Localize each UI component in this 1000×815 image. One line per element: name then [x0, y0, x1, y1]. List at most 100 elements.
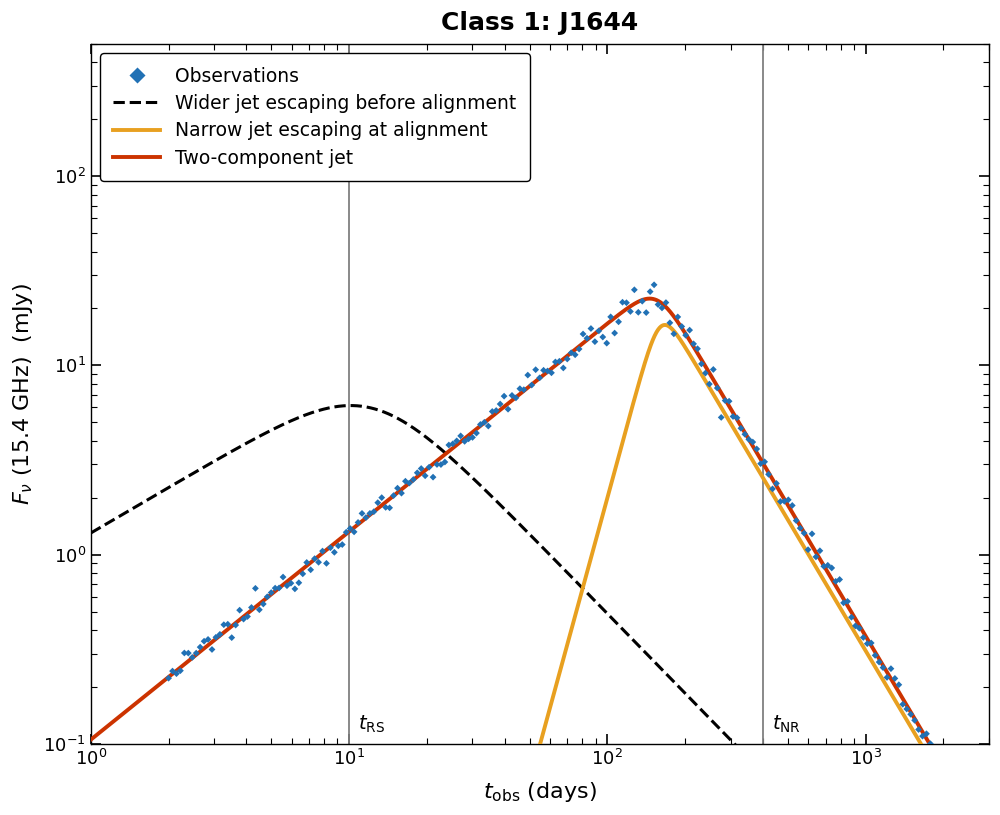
- Point: [540, 364, 556, 377]
- Point: [401, 477, 417, 490]
- Point: [251, 603, 267, 616]
- Point: [705, 363, 721, 376]
- Point: [397, 474, 413, 487]
- Point: [516, 383, 532, 396]
- Point: [721, 394, 737, 408]
- Point: [220, 618, 236, 631]
- Point: [879, 671, 895, 684]
- Point: [725, 410, 741, 423]
- Point: [713, 411, 729, 424]
- Point: [437, 456, 453, 469]
- Point: [855, 631, 871, 644]
- Point: [232, 604, 248, 617]
- Point: [776, 495, 792, 508]
- Point: [709, 381, 725, 394]
- Point: [346, 526, 362, 539]
- Point: [165, 664, 181, 677]
- Title: Class 1: J1644: Class 1: J1644: [441, 11, 638, 35]
- Point: [792, 522, 808, 535]
- Point: [259, 590, 275, 603]
- Point: [579, 332, 595, 345]
- Point: [184, 651, 200, 664]
- Point: [883, 662, 899, 675]
- Point: [267, 582, 283, 595]
- Point: [524, 378, 540, 391]
- Point: [512, 382, 528, 395]
- Point: [468, 426, 484, 439]
- Point: [820, 559, 836, 572]
- Point: [559, 352, 575, 365]
- Point: [686, 337, 702, 350]
- Point: [484, 405, 500, 418]
- Point: [374, 491, 390, 504]
- Point: [603, 311, 619, 324]
- Point: [630, 306, 646, 319]
- Point: [299, 556, 315, 569]
- Point: [488, 404, 504, 417]
- Point: [283, 577, 299, 590]
- Point: [543, 366, 559, 379]
- Point: [875, 661, 891, 674]
- Point: [571, 342, 587, 355]
- Point: [243, 601, 259, 614]
- Point: [583, 322, 599, 335]
- Point: [334, 538, 350, 551]
- Point: [903, 707, 919, 720]
- Point: [480, 420, 496, 433]
- Point: [315, 544, 331, 557]
- Point: [638, 306, 654, 319]
- Point: [804, 527, 820, 540]
- Point: [200, 633, 216, 646]
- Point: [457, 435, 473, 448]
- Point: [263, 586, 279, 599]
- Point: [911, 723, 927, 736]
- Point: [168, 667, 184, 681]
- Point: [378, 501, 394, 514]
- Point: [433, 458, 449, 471]
- Legend: Observations, Wider jet escaping before alignment, Narrow jet escaping at alignm: Observations, Wider jet escaping before …: [100, 53, 530, 181]
- Point: [922, 738, 938, 751]
- Point: [697, 367, 713, 380]
- Point: [701, 377, 717, 390]
- X-axis label: $t_\mathrm{obs}$ (days): $t_\mathrm{obs}$ (days): [483, 780, 597, 804]
- Point: [311, 556, 327, 569]
- Point: [690, 342, 706, 355]
- Point: [843, 610, 859, 623]
- Point: [737, 428, 753, 441]
- Point: [188, 646, 204, 659]
- Point: [749, 443, 765, 456]
- Point: [504, 389, 520, 402]
- Point: [741, 433, 757, 446]
- Point: [611, 315, 627, 328]
- Point: [784, 499, 800, 512]
- Point: [508, 391, 524, 404]
- Point: [678, 328, 694, 341]
- Point: [496, 390, 512, 403]
- Point: [330, 540, 346, 553]
- Point: [417, 469, 433, 482]
- Point: [441, 438, 457, 452]
- Point: [840, 595, 856, 608]
- Point: [350, 516, 366, 529]
- Point: [318, 557, 334, 570]
- Point: [658, 296, 674, 309]
- Point: [587, 335, 603, 348]
- Point: [303, 563, 319, 576]
- Text: $t_\mathrm{RS}$: $t_\mathrm{RS}$: [358, 713, 385, 734]
- Point: [212, 628, 228, 641]
- Point: [682, 324, 698, 337]
- Point: [733, 421, 749, 434]
- Point: [547, 355, 563, 368]
- Point: [563, 346, 579, 359]
- Point: [816, 560, 832, 573]
- Point: [907, 714, 923, 727]
- Point: [425, 470, 441, 483]
- Point: [867, 649, 883, 662]
- Point: [240, 610, 256, 623]
- Point: [832, 573, 848, 586]
- Point: [555, 361, 571, 374]
- Point: [780, 493, 796, 506]
- Point: [279, 579, 295, 593]
- Point: [472, 418, 488, 431]
- Point: [362, 507, 378, 520]
